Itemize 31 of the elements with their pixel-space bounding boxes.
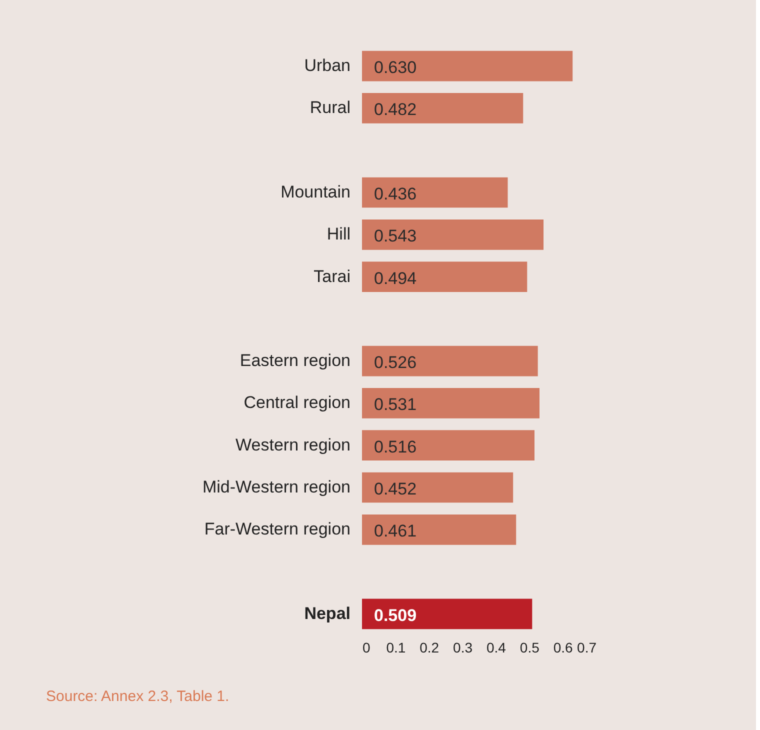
y-tick-label: Eastern region — [240, 351, 350, 370]
y-tick-label: Western region — [236, 435, 350, 454]
data-label: 0.461 — [374, 522, 417, 541]
y-tick-label: Tarai — [314, 266, 350, 286]
y-tick-label: Far-Western region — [204, 520, 350, 539]
y-tick-label: Urban — [304, 56, 350, 76]
y-tick-label: Mid-Western region — [202, 478, 350, 496]
y-tick-label: Rural — [310, 98, 350, 118]
x-tick-label: 0.2 — [420, 640, 440, 656]
data-label: 0.516 — [374, 437, 417, 456]
x-tick-label: 0.7 — [577, 640, 597, 656]
data-label: 0.531 — [374, 395, 417, 414]
x-tick-label: 0.1 — [386, 640, 406, 656]
x-tick-label: 0.4 — [486, 640, 506, 656]
x-tick-label: 0.5 — [520, 640, 540, 656]
y-tick-label: Hill — [326, 224, 350, 244]
data-label: 0.630 — [374, 58, 417, 78]
data-label: 0.452 — [374, 480, 417, 498]
data-label: 0.436 — [374, 184, 417, 204]
x-tick-label: 0 — [362, 640, 370, 656]
y-tick-label: Mountain — [280, 182, 350, 202]
data-label: 0.526 — [374, 353, 417, 372]
y-tick-label: Nepal — [304, 604, 350, 623]
data-label: 0.494 — [374, 268, 417, 288]
y-tick-label: Central region — [244, 393, 350, 412]
data-label: 0.482 — [374, 100, 417, 120]
data-label: 0.509 — [374, 606, 417, 625]
x-tick-label: 0.6 — [553, 640, 574, 656]
data-label: 0.543 — [374, 226, 417, 246]
x-tick-label: 0.3 — [453, 640, 473, 656]
source-note: Source: Annex 2.3, Table 1. — [46, 688, 230, 705]
